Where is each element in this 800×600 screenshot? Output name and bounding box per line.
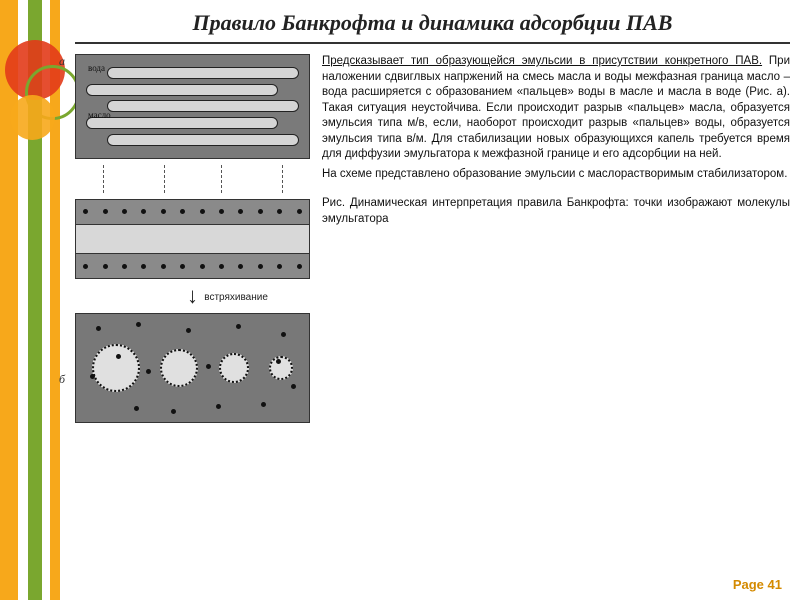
molecule-dot	[276, 359, 281, 364]
molecule-dot	[258, 209, 263, 214]
molecule-dot	[219, 209, 224, 214]
zoom-line	[282, 165, 283, 193]
finger	[86, 84, 278, 96]
shake-label: встряхивание	[204, 287, 268, 309]
molecule-dot	[277, 209, 282, 214]
paragraph-rest: При наложении сдвиглвых напржений на сме…	[322, 55, 790, 160]
panel-mid	[75, 199, 310, 279]
molecule-dot	[103, 264, 108, 269]
molecule-dot	[136, 322, 141, 327]
molecule-dot	[141, 209, 146, 214]
emulsion-drop	[219, 353, 249, 383]
emulsion-drop	[160, 349, 198, 387]
decorative-sidebar	[0, 0, 70, 600]
molecule-dot	[238, 264, 243, 269]
page-number: Page 41	[733, 577, 782, 592]
molecule-dot	[141, 264, 146, 269]
stripe	[42, 0, 50, 600]
label-water: вода	[88, 63, 105, 73]
panel-a: вода масло	[75, 54, 310, 159]
slide-title: Правило Банкрофта и динамика адсорбции П…	[75, 10, 790, 44]
molecule-dot	[171, 409, 176, 414]
zoom-line	[221, 165, 222, 193]
stripe	[0, 0, 18, 600]
molecule-dot	[297, 209, 302, 214]
label-oil: масло	[88, 110, 111, 120]
deco-circle	[25, 65, 80, 120]
panel-letter-b: б	[59, 372, 65, 387]
molecule-dot	[83, 209, 88, 214]
molecule-dot	[236, 324, 241, 329]
finger	[107, 100, 299, 112]
dot-row	[76, 253, 309, 278]
molecule-dot	[180, 209, 185, 214]
finger	[107, 134, 299, 146]
panel-b	[75, 313, 310, 423]
zoom-line	[103, 165, 104, 193]
emulsion-drop	[269, 356, 293, 380]
molecule-dot	[281, 332, 286, 337]
deco-circle	[5, 40, 65, 100]
finger	[86, 117, 278, 129]
molecule-dot	[277, 264, 282, 269]
slide: Правило Банкрофта и динамика адсорбции П…	[75, 10, 790, 590]
molecule-dot	[206, 364, 211, 369]
molecule-dot	[96, 326, 101, 331]
molecule-dot	[261, 402, 266, 407]
molecule-dot	[219, 264, 224, 269]
molecule-dot	[161, 209, 166, 214]
panel-letter-a: а	[59, 54, 65, 69]
molecule-dot	[161, 264, 166, 269]
lead-underlined: Предсказывает тип образующейся эмульсии …	[322, 55, 762, 67]
dot-row	[76, 200, 309, 225]
stripe	[50, 0, 60, 600]
arrow-down-icon: ↓ встряхивание	[75, 285, 310, 307]
zoom-lines	[75, 165, 310, 193]
molecule-dot	[291, 384, 296, 389]
molecule-dot	[180, 264, 185, 269]
stripe	[28, 0, 42, 600]
paragraph-2: На схеме представлено образование эмульс…	[322, 167, 790, 183]
molecule-dot	[122, 209, 127, 214]
figure: а б вода масло ↓ встряхивание	[75, 54, 310, 423]
molecule-dot	[122, 264, 127, 269]
body-text: Предсказывает тип образующейся эмульсии …	[322, 54, 790, 423]
molecule-dot	[200, 264, 205, 269]
finger	[107, 67, 299, 79]
deco-circle	[10, 95, 55, 140]
molecule-dot	[216, 404, 221, 409]
molecule-dot	[186, 328, 191, 333]
molecule-dot	[200, 209, 205, 214]
molecule-dot	[297, 264, 302, 269]
molecule-dot	[83, 264, 88, 269]
content-row: а б вода масло ↓ встряхивание Предсказыв…	[75, 54, 790, 423]
emulsion-drop	[92, 344, 140, 392]
molecule-dot	[146, 369, 151, 374]
paragraph-1: Предсказывает тип образующейся эмульсии …	[322, 54, 790, 163]
molecule-dot	[258, 264, 263, 269]
molecule-dot	[90, 374, 95, 379]
mid-strip	[76, 225, 309, 254]
zoom-line	[164, 165, 165, 193]
stripe	[18, 0, 28, 600]
molecule-dot	[116, 354, 121, 359]
figure-caption: Рис. Динамическая интерпретация правила …	[322, 196, 790, 227]
molecule-dot	[103, 209, 108, 214]
molecule-dot	[238, 209, 243, 214]
molecule-dot	[134, 406, 139, 411]
